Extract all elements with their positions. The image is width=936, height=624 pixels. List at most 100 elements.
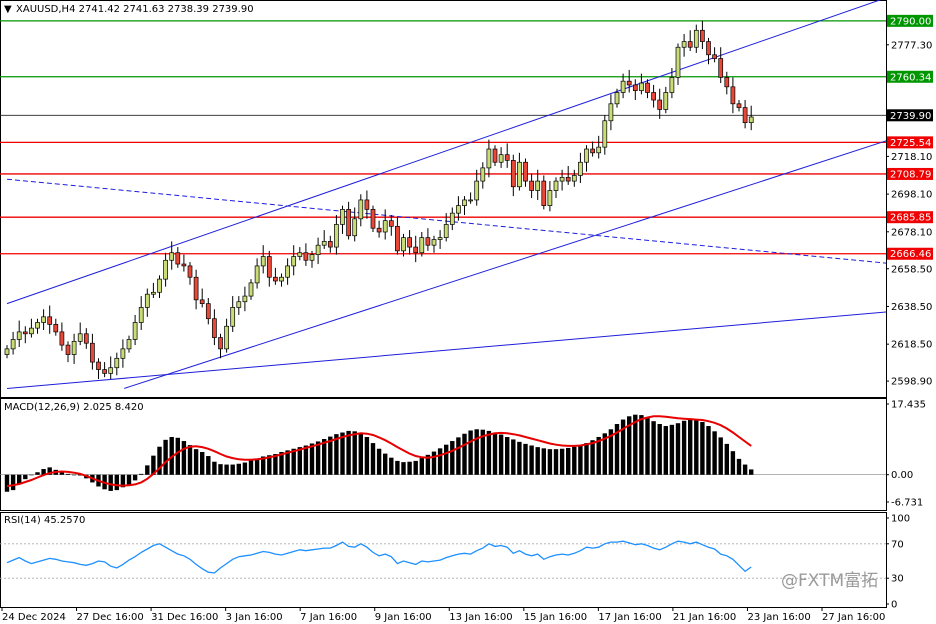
macd-histogram-bar [627,416,632,475]
candle-bull [443,224,449,238]
candle-bear [590,148,595,154]
macd-histogram-bar [212,461,217,475]
macd-histogram-bar [706,426,711,475]
candle-bear [83,333,89,344]
macd-histogram-bar [505,436,510,475]
candle-bull [29,327,34,335]
price-tick-label: 2678.10 [891,227,932,238]
candle-bear [102,369,107,374]
candle-bull [242,295,248,303]
macd-histogram-bar [608,429,614,475]
candle-bull [663,92,669,110]
rsi-tick-label: 30 [891,574,904,585]
price-tick-label: 2618.50 [891,340,932,351]
macd-histogram-bar [78,474,83,476]
level-price-box [887,167,933,180]
candle-bear [187,265,193,278]
candle-bull [559,176,565,182]
macd-histogram-bar [675,423,681,475]
candle-bear [22,331,28,335]
macd-histogram-bar [340,432,345,475]
candle-bull [578,161,583,176]
candle-bear [364,199,370,210]
macd-histogram-bar [578,445,583,475]
candle-bear [65,344,71,355]
macd-histogram-bar [425,454,431,475]
macd-histogram-bar [547,449,553,475]
macd-histogram-bar [10,474,16,491]
candle-bull [114,357,120,369]
macd-histogram-bar [35,472,40,475]
candle-bull [108,367,114,374]
candle-bull [151,291,156,295]
candle-bull [138,307,144,323]
macd-histogram-bar [47,467,52,475]
candle-bull [260,256,266,267]
macd-histogram-bar [486,430,492,475]
macd-histogram-bar [376,448,382,475]
watermark-logo: @FXTM富拓 [781,571,878,591]
macd-histogram-bar [633,414,638,475]
macd-histogram-bar [444,444,449,475]
macd-histogram-bar [358,432,363,475]
candle-bear [53,324,59,333]
candle-bear [376,227,382,233]
macd-tick-label: 17.435 [891,400,926,411]
candle-bull [547,190,553,206]
candle-bull [163,259,168,280]
candle-bear [687,41,693,48]
macd-histogram-bar [303,445,309,475]
price-tick-label: 2777.30 [891,40,932,51]
macd-histogram-bar [59,472,65,475]
macd-histogram-bar [71,474,77,476]
trendline [6,0,882,305]
macd-histogram-bar [315,441,321,475]
main-header-label: XAUUSD,H4 2741.42 2741.63 2738.39 2739.9… [16,4,254,15]
level-price-box [887,14,933,27]
candle-bull [517,161,522,188]
macd-histogram-bar [553,449,559,475]
candle-bull [401,237,406,252]
candle-bear [303,252,309,261]
candle-bull [169,252,175,261]
macd-histogram-bar [334,434,339,475]
macd-histogram-bar [236,463,241,475]
level-price-box [887,136,933,149]
candle-bull [340,209,345,225]
candle-bull [71,340,77,355]
macd-histogram-bar [657,424,662,475]
candle-bull [309,254,315,261]
macd-histogram-bar [328,436,333,475]
macd-histogram-bar [639,415,644,475]
candle-bull [224,325,229,350]
candle-bear [425,237,431,246]
candle-bear [632,84,638,91]
candle-bull [254,265,260,284]
candle-bull [120,348,126,359]
macd-histogram-bar [407,461,412,475]
candle-bull [132,322,138,340]
macd-histogram-bar [529,445,534,475]
candle-bear [541,180,547,206]
candle-bull [334,224,339,248]
candle-bull [41,316,46,323]
macd-histogram-bar [242,462,248,475]
candle-bull [431,239,437,246]
macd-histogram-bar [395,460,400,475]
time-tick-label: 27 Dec 16:00 [77,612,144,623]
macd-histogram-bar [736,458,742,475]
candle-bull [35,322,40,329]
candle-bear [565,176,571,182]
candle-bull [419,237,425,254]
price-tick-label: 2718.10 [891,152,932,163]
candle-bear [175,252,181,265]
level-price-label: 2725.54 [890,138,931,149]
level-price-label: 2760.34 [890,72,931,83]
candle-bear [96,361,101,370]
macd-histogram-bar [413,460,418,475]
candle-bear [346,209,351,237]
price-tick-label: 2598.90 [891,377,932,388]
macd-histogram-bar [730,451,736,475]
candle-bear [59,331,65,346]
candle-bear [645,82,650,93]
